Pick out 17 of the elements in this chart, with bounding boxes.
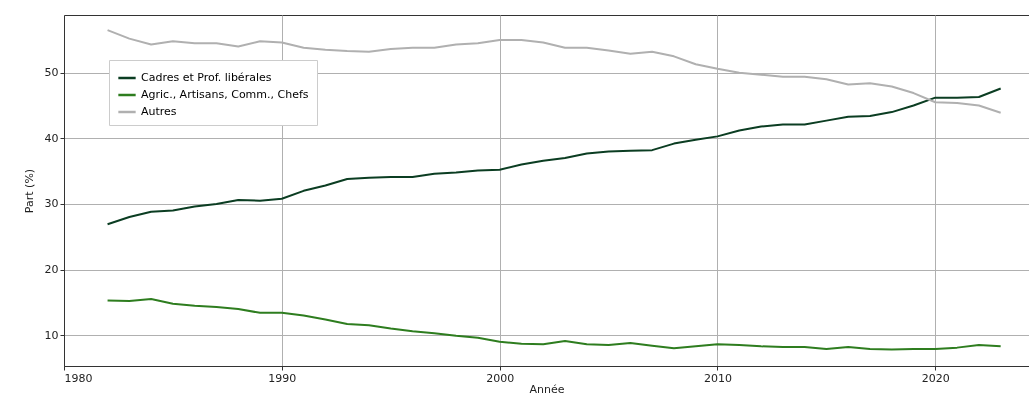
legend-label: Autres — [141, 105, 177, 118]
legend-label: Cadres et Prof. libérales — [141, 71, 272, 84]
x-tick-label: 2000 — [486, 371, 515, 385]
y-tick-label: 50 — [44, 66, 59, 80]
line-series — [106, 87, 1002, 226]
y-tick-label: 30 — [44, 197, 59, 211]
x-tick-label: 1980 — [64, 371, 93, 385]
y-tick-label: 40 — [44, 131, 59, 145]
y-tick-label: 20 — [44, 263, 59, 277]
x-tick-label: 2020 — [921, 371, 950, 385]
x-tick-label: 1990 — [268, 371, 297, 385]
line-series — [106, 298, 1002, 351]
y-tick-label: 10 — [44, 328, 59, 342]
x-axis-title: Année — [529, 382, 565, 396]
x-tick-label: 2010 — [704, 371, 732, 385]
legend-label: Agric., Artisans, Comm., Chefs — [141, 88, 309, 101]
y-axis-title: Part (%) — [22, 168, 36, 214]
